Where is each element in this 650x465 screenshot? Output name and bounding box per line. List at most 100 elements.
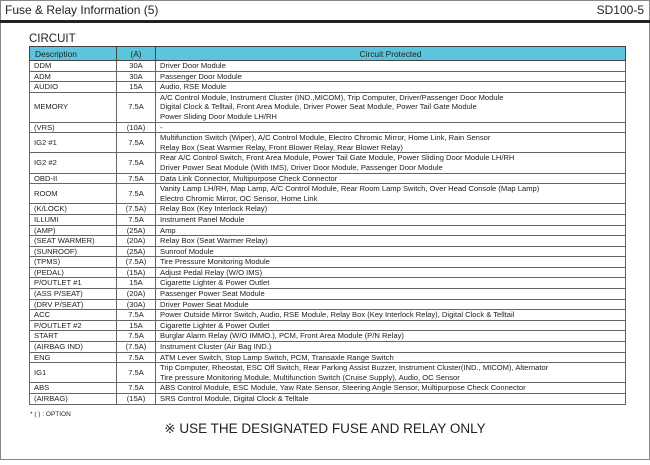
circuit-line: Data Link Connector, Multipurpose Check … <box>160 173 338 183</box>
row-circuit-protected: Relay Box (Key Interlock Relay) <box>155 203 626 215</box>
row-amperage: 7.5A <box>116 330 156 343</box>
row-amperage: 7.5A <box>116 132 156 154</box>
circuit-line: Instrument Panel Module <box>160 214 245 224</box>
row-amperage: (15A) <box>116 393 156 405</box>
row-circuit-protected: Tire Pressure Monitoring Module <box>155 256 626 268</box>
row-circuit-protected: Passenger Door Module <box>155 70 626 83</box>
table-row: ACC 7.5A Power Outside Mirror Switch, Audi… <box>29 309 626 321</box>
table-row: OBD-II 7.5A Data Link Connector, Multipurp… <box>29 172 626 185</box>
table-row: ADM 30A Passenger Door Module <box>29 70 626 83</box>
warning-text: ※ USE THE DESIGNATED FUSE AND RELAY ONLY <box>164 420 486 436</box>
circuit-line: Power Sliding Door Module LH/RH <box>160 111 277 121</box>
table-row: (AIRBAG) (15A) SRS Control Module, Digital… <box>29 393 626 405</box>
row-circuit-protected: - <box>155 121 626 134</box>
row-circuit-protected: Sunroof Module <box>155 245 626 258</box>
table-row: IG2 #1 7.5A Multifunction Switch (Wiper), … <box>29 132 626 154</box>
table-row: ABS 7.5A ABS Control Module, ESC Module, Y… <box>29 382 626 394</box>
circuit-line: Relay Box (Seat Warmer Relay, Front Blow… <box>160 142 403 152</box>
row-circuit-protected: Cigarette Lighter & Power Outlet <box>155 277 626 290</box>
row-description: (SUNROOF) <box>29 245 117 258</box>
circuit-line: Power Outside Mirror Switch, Audio, RSE … <box>160 310 515 320</box>
row-circuit-protected: SRS Control Module, Digital Clock & Tell… <box>155 393 626 405</box>
table-row: (TPMS) (7.5A) Tire Pressure Monitoring Mod… <box>29 256 626 268</box>
row-circuit-protected: Burglar Alarm Relay (W/O IMMO.), PCM, Fr… <box>155 330 626 343</box>
row-description: START <box>29 330 117 343</box>
row-description: (PEDAL) <box>29 266 117 279</box>
row-circuit-protected: Trip Computer, Rheostat, ESC Off Switch,… <box>155 362 626 384</box>
row-amperage: (30A) <box>116 298 156 311</box>
row-description: ABS <box>29 382 117 394</box>
row-circuit-protected: Driver Door Module <box>155 60 626 72</box>
row-amperage: (7.5A) <box>116 341 156 353</box>
row-circuit-protected: Audio, RSE Module <box>155 81 626 93</box>
table-row: DDM 30A Driver Door Module <box>29 60 626 72</box>
circuit-line: Relay Box (Key Interlock Relay) <box>160 204 268 214</box>
table-row: IG2 #2 7.5A Rear A/C Control Switch, Front… <box>29 152 626 174</box>
circuit-line: Rear A/C Control Switch, Front Area Modu… <box>160 153 515 163</box>
row-amperage: 7.5A <box>116 351 156 364</box>
row-amperage: (15A) <box>116 266 156 279</box>
row-description: P/OUTLET #2 <box>29 319 117 332</box>
row-amperage: (7.5A) <box>116 203 156 215</box>
circuit-line: Trip Computer, Rheostat, ESC Off Switch,… <box>160 363 549 373</box>
row-description: ILLUMI <box>29 213 117 226</box>
circuit-line: Burglar Alarm Relay (W/O IMMO.), PCM, Fr… <box>160 331 404 341</box>
row-description: (AIRBAG IND) <box>29 341 117 353</box>
circuit-line: SRS Control Module, Digital Clock & Tell… <box>160 394 309 403</box>
circuit-line: Vanity Lamp LH/RH, Map Lamp, A/C Control… <box>160 184 540 194</box>
row-description: OBD-II <box>29 172 117 185</box>
table-row: (ASS P/SEAT) (20A) Passenger Power Seat Mo… <box>29 288 626 300</box>
row-amperage: 7.5A <box>116 213 156 226</box>
row-circuit-protected: A/C Control Module, Instrument Cluster (… <box>155 91 626 123</box>
row-circuit-protected: ATM Lever Switch, Stop Lamp Switch, PCM,… <box>155 351 626 364</box>
circuit-line: Sunroof Module <box>160 246 214 256</box>
row-amperage: 15A <box>116 319 156 332</box>
row-description: ACC <box>29 309 117 321</box>
circuit-line: Multifunction Switch (Wiper), A/C Contro… <box>160 133 491 143</box>
fuse-table: Description (A) Circuit Protected DDM 30A… <box>29 46 626 405</box>
row-circuit-protected: Driver Power Seat Module <box>155 298 626 311</box>
row-description: ADM <box>29 70 117 83</box>
page-title: Fuse & Relay Information (5) <box>5 3 159 17</box>
circuit-line: ATM Lever Switch, Stop Lamp Switch, PCM,… <box>160 352 394 362</box>
row-amperage: 15A <box>116 81 156 93</box>
table-row: P/OUTLET #2 15A Cigarette Lighter & Power … <box>29 319 626 332</box>
circuit-line: Audio, RSE Module <box>160 82 227 92</box>
row-amperage: 7.5A <box>116 172 156 185</box>
row-circuit-protected: Rear A/C Control Switch, Front Area Modu… <box>155 152 626 174</box>
circuit-line: Adjust Pedal Relay (W/O IMS) <box>160 267 263 277</box>
row-circuit-protected: Adjust Pedal Relay (W/O IMS) <box>155 266 626 279</box>
row-amperage: 30A <box>116 60 156 72</box>
row-circuit-protected: Cigarette Lighter & Power Outlet <box>155 319 626 332</box>
table-row: ENG 7.5A ATM Lever Switch, Stop Lamp Switc… <box>29 351 626 364</box>
row-amperage: (25A) <box>116 224 156 237</box>
table-row: (VRS) (10A) - <box>29 121 626 134</box>
footnote: * ( ) : OPTION <box>30 410 71 418</box>
row-amperage: 7.5A <box>116 309 156 321</box>
table-row: ROOM 7.5A Vanity Lamp LH/RH, Map Lamp, A/C… <box>29 183 626 205</box>
circuit-line: Tire pressure Monitoring Module, Multifu… <box>160 372 460 382</box>
table-header-row: Description (A) Circuit Protected <box>29 46 626 61</box>
row-description: ROOM <box>29 183 117 205</box>
column-header-circuit-protected: Circuit Protected <box>155 46 626 61</box>
row-amperage: (25A) <box>116 245 156 258</box>
row-amperage: (10A) <box>116 121 156 134</box>
row-circuit-protected: Passenger Power Seat Module <box>155 288 626 300</box>
table-row: (K/LOCK) (7.5A) Relay Box (Key Interlock R… <box>29 203 626 215</box>
table-row: (AMP) (25A) Amp <box>29 224 626 237</box>
row-circuit-protected: Vanity Lamp LH/RH, Map Lamp, A/C Control… <box>155 183 626 205</box>
row-description: (K/LOCK) <box>29 203 117 215</box>
row-amperage: 30A <box>116 70 156 83</box>
circuit-line: Cigarette Lighter & Power Outlet <box>160 320 270 330</box>
row-description: (TPMS) <box>29 256 117 268</box>
row-amperage: (7.5A) <box>116 256 156 268</box>
circuit-line: Driver Power Seat Module <box>160 299 249 309</box>
circuit-line: Digital Clock & Telltail, Front Area Mod… <box>160 102 477 112</box>
circuit-line: Amp <box>160 225 176 235</box>
table-row: (AIRBAG IND) (7.5A) Instrument Cluster (Ai… <box>29 341 626 353</box>
table-row: ILLUMI 7.5A Instrument Panel Module <box>29 213 626 226</box>
circuit-line: Electro Chromic Mirror, OC Sensor, Home … <box>160 193 318 203</box>
row-description: IG2 #2 <box>29 152 117 174</box>
row-description: (SEAT WARMER) <box>29 235 117 247</box>
circuit-line: Relay Box (Seat Warmer Relay) <box>160 236 268 246</box>
